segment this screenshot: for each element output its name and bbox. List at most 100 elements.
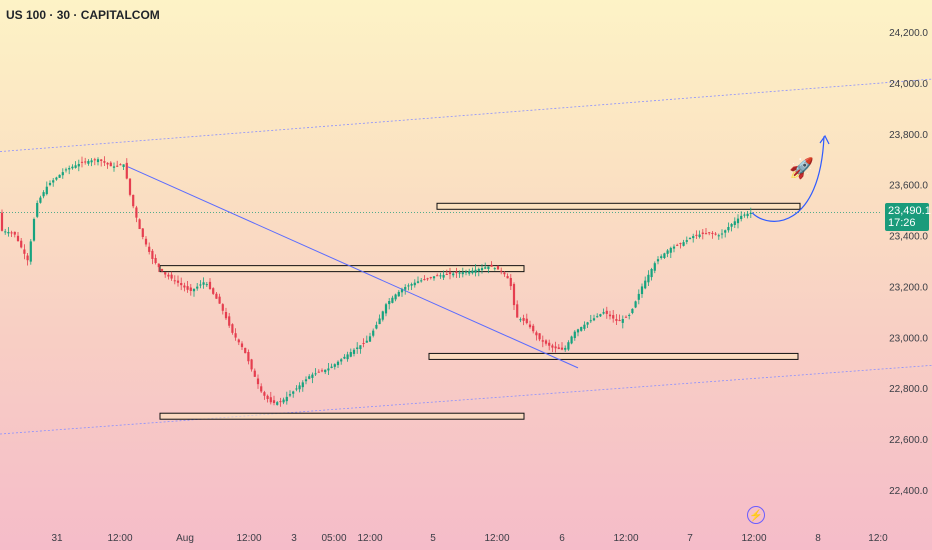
candle-body xyxy=(372,330,375,336)
bar-timer: 17:26 xyxy=(888,217,916,229)
candle-body xyxy=(87,160,90,164)
candle-body xyxy=(589,320,592,322)
candle-body xyxy=(439,275,442,277)
candle-body xyxy=(314,373,317,375)
candle-body xyxy=(631,308,634,314)
candle-body xyxy=(506,276,509,279)
candle-body xyxy=(74,165,77,168)
candle-body xyxy=(132,194,135,207)
candle-body xyxy=(20,240,23,248)
candle-body xyxy=(730,224,733,227)
candle-body xyxy=(247,352,250,362)
candle-body xyxy=(708,232,711,234)
candle-body xyxy=(128,178,132,195)
candle-body xyxy=(423,279,426,281)
candle-body xyxy=(743,214,746,216)
candle-body xyxy=(432,276,436,279)
candle-body xyxy=(564,347,567,350)
candle-body xyxy=(512,284,516,306)
x-tick-label: 12:00 xyxy=(741,533,766,544)
candle-body xyxy=(720,233,724,235)
candle-body xyxy=(352,349,356,354)
candle-body xyxy=(538,333,541,340)
candle-body xyxy=(666,250,669,254)
candle-body xyxy=(688,238,692,240)
candle-body xyxy=(676,244,679,246)
candle-body xyxy=(285,396,288,402)
candle-body xyxy=(400,289,404,293)
candle-body xyxy=(231,324,234,333)
candle-body xyxy=(404,287,407,290)
candle-body xyxy=(221,304,224,311)
y-tick-label: 23,000.0 xyxy=(889,333,928,344)
candle-body xyxy=(685,240,688,242)
candle-body xyxy=(749,212,752,214)
candle-body xyxy=(330,366,333,368)
candle-body xyxy=(58,174,61,178)
candle-body xyxy=(10,232,13,234)
x-tick-label: 8 xyxy=(815,533,821,544)
candle-body xyxy=(320,370,324,372)
candle-body xyxy=(362,342,365,344)
candle-body xyxy=(64,169,68,171)
candle-body xyxy=(394,294,397,300)
y-tick-label: 23,400.0 xyxy=(889,232,928,243)
candle-body xyxy=(717,235,720,237)
candle-body xyxy=(260,386,263,392)
y-tick-label: 23,800.0 xyxy=(889,130,928,141)
candle-body xyxy=(52,180,55,183)
candle-body xyxy=(157,263,160,268)
last-price-badge: 23,490.1 17:26 xyxy=(885,203,931,231)
x-tick-label: 3 xyxy=(291,533,297,544)
candle-body xyxy=(711,232,714,234)
candle-body xyxy=(13,231,16,235)
candle-body xyxy=(516,304,519,318)
candle-body xyxy=(714,233,717,235)
candle-body xyxy=(144,238,148,245)
candle-body xyxy=(263,392,266,396)
candle-body xyxy=(48,182,52,185)
lightning-icon[interactable]: ⚡ xyxy=(747,506,765,524)
candle-body xyxy=(615,319,618,321)
candle-body xyxy=(644,280,647,289)
candle-body xyxy=(4,231,7,233)
candle-body xyxy=(39,197,42,203)
candle-body xyxy=(576,329,580,333)
candle-body xyxy=(224,312,228,319)
candle-body xyxy=(596,316,599,318)
x-tick-label: 12:00 xyxy=(357,533,382,544)
candle-body xyxy=(391,297,394,303)
candle-body xyxy=(106,162,109,165)
candle-body xyxy=(266,395,269,400)
x-tick-label: 5 xyxy=(430,533,436,544)
candle-body xyxy=(695,234,698,236)
candle-body xyxy=(96,159,100,163)
candle-body xyxy=(570,336,573,344)
candle-body xyxy=(151,250,154,259)
candle-body xyxy=(612,315,615,319)
candle-body xyxy=(388,300,391,305)
candle-body xyxy=(480,268,484,271)
level-zone-resistance-mid xyxy=(159,265,525,273)
x-tick-label: 05:00 xyxy=(321,533,346,544)
x-tick-label: 12:00 xyxy=(484,533,509,544)
candle-body xyxy=(618,319,621,322)
candle-body xyxy=(202,282,205,285)
candle-body xyxy=(29,241,32,262)
candle-body xyxy=(608,314,612,317)
candle-body xyxy=(496,265,500,270)
candle-body xyxy=(413,282,416,286)
candle-body xyxy=(410,284,413,286)
candle-body xyxy=(327,368,330,371)
candle-body xyxy=(324,369,327,373)
candle-body xyxy=(445,273,448,275)
last-price: 23,490.1 xyxy=(888,205,931,217)
candle-body xyxy=(32,219,36,241)
candle-body xyxy=(26,255,29,261)
candle-body xyxy=(746,213,749,217)
candle-body xyxy=(692,236,695,239)
x-tick-label: 31 xyxy=(51,533,63,544)
candle-body xyxy=(509,278,512,287)
candle-body xyxy=(541,340,544,342)
